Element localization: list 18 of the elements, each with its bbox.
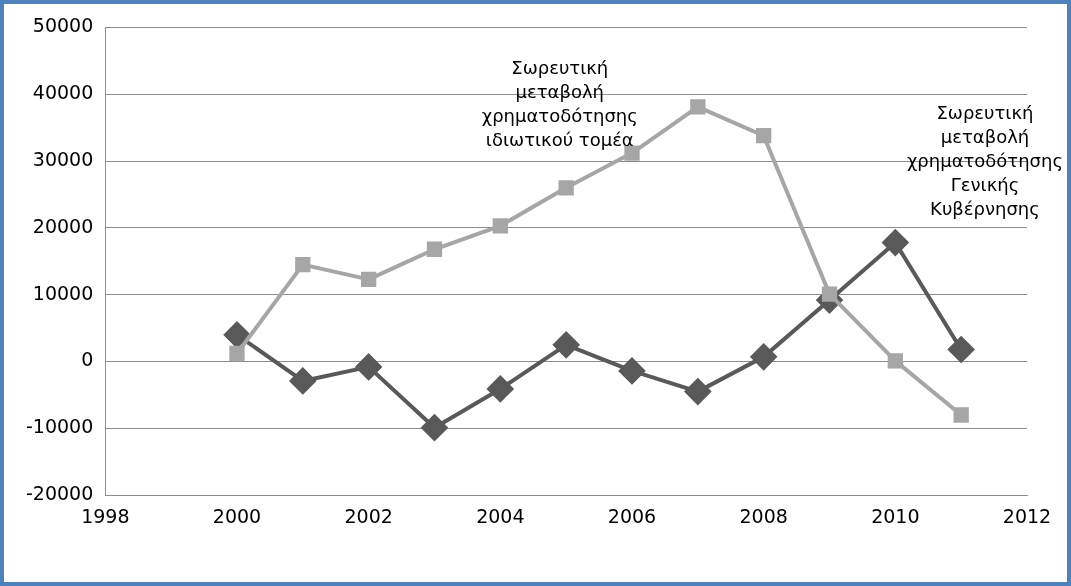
y-tick-label: -20000	[25, 482, 94, 505]
y-tick-label: 40000	[32, 81, 94, 104]
x-tick-label: 1998	[81, 504, 130, 527]
y-tick-label: 10000	[32, 281, 94, 304]
x-tick-label: 2002	[344, 504, 393, 527]
y-tick-label: 50000	[32, 14, 94, 37]
y-tick-label: 0	[81, 348, 94, 371]
series-label: Σωρευτική μεταβολή χρηματοδότησης Γενικής Κυβέρνησης	[906, 102, 1064, 220]
y-tick-label: 30000	[32, 147, 94, 170]
y-tick-label: 20000	[32, 214, 94, 237]
series-label: Σωρευτική μεταβολή χρηματοδότησης ιδιωτικού τομέα	[481, 56, 638, 150]
y-tick-label: -10000	[25, 415, 94, 438]
x-tick-label: 2000	[212, 504, 262, 527]
x-tick-label: 2004	[476, 504, 525, 527]
x-tick-label: 2006	[607, 504, 657, 527]
x-tick-label: 2012	[1002, 504, 1052, 527]
x-tick-label: 2008	[739, 504, 788, 527]
x-tick-label: 2010	[871, 504, 920, 527]
